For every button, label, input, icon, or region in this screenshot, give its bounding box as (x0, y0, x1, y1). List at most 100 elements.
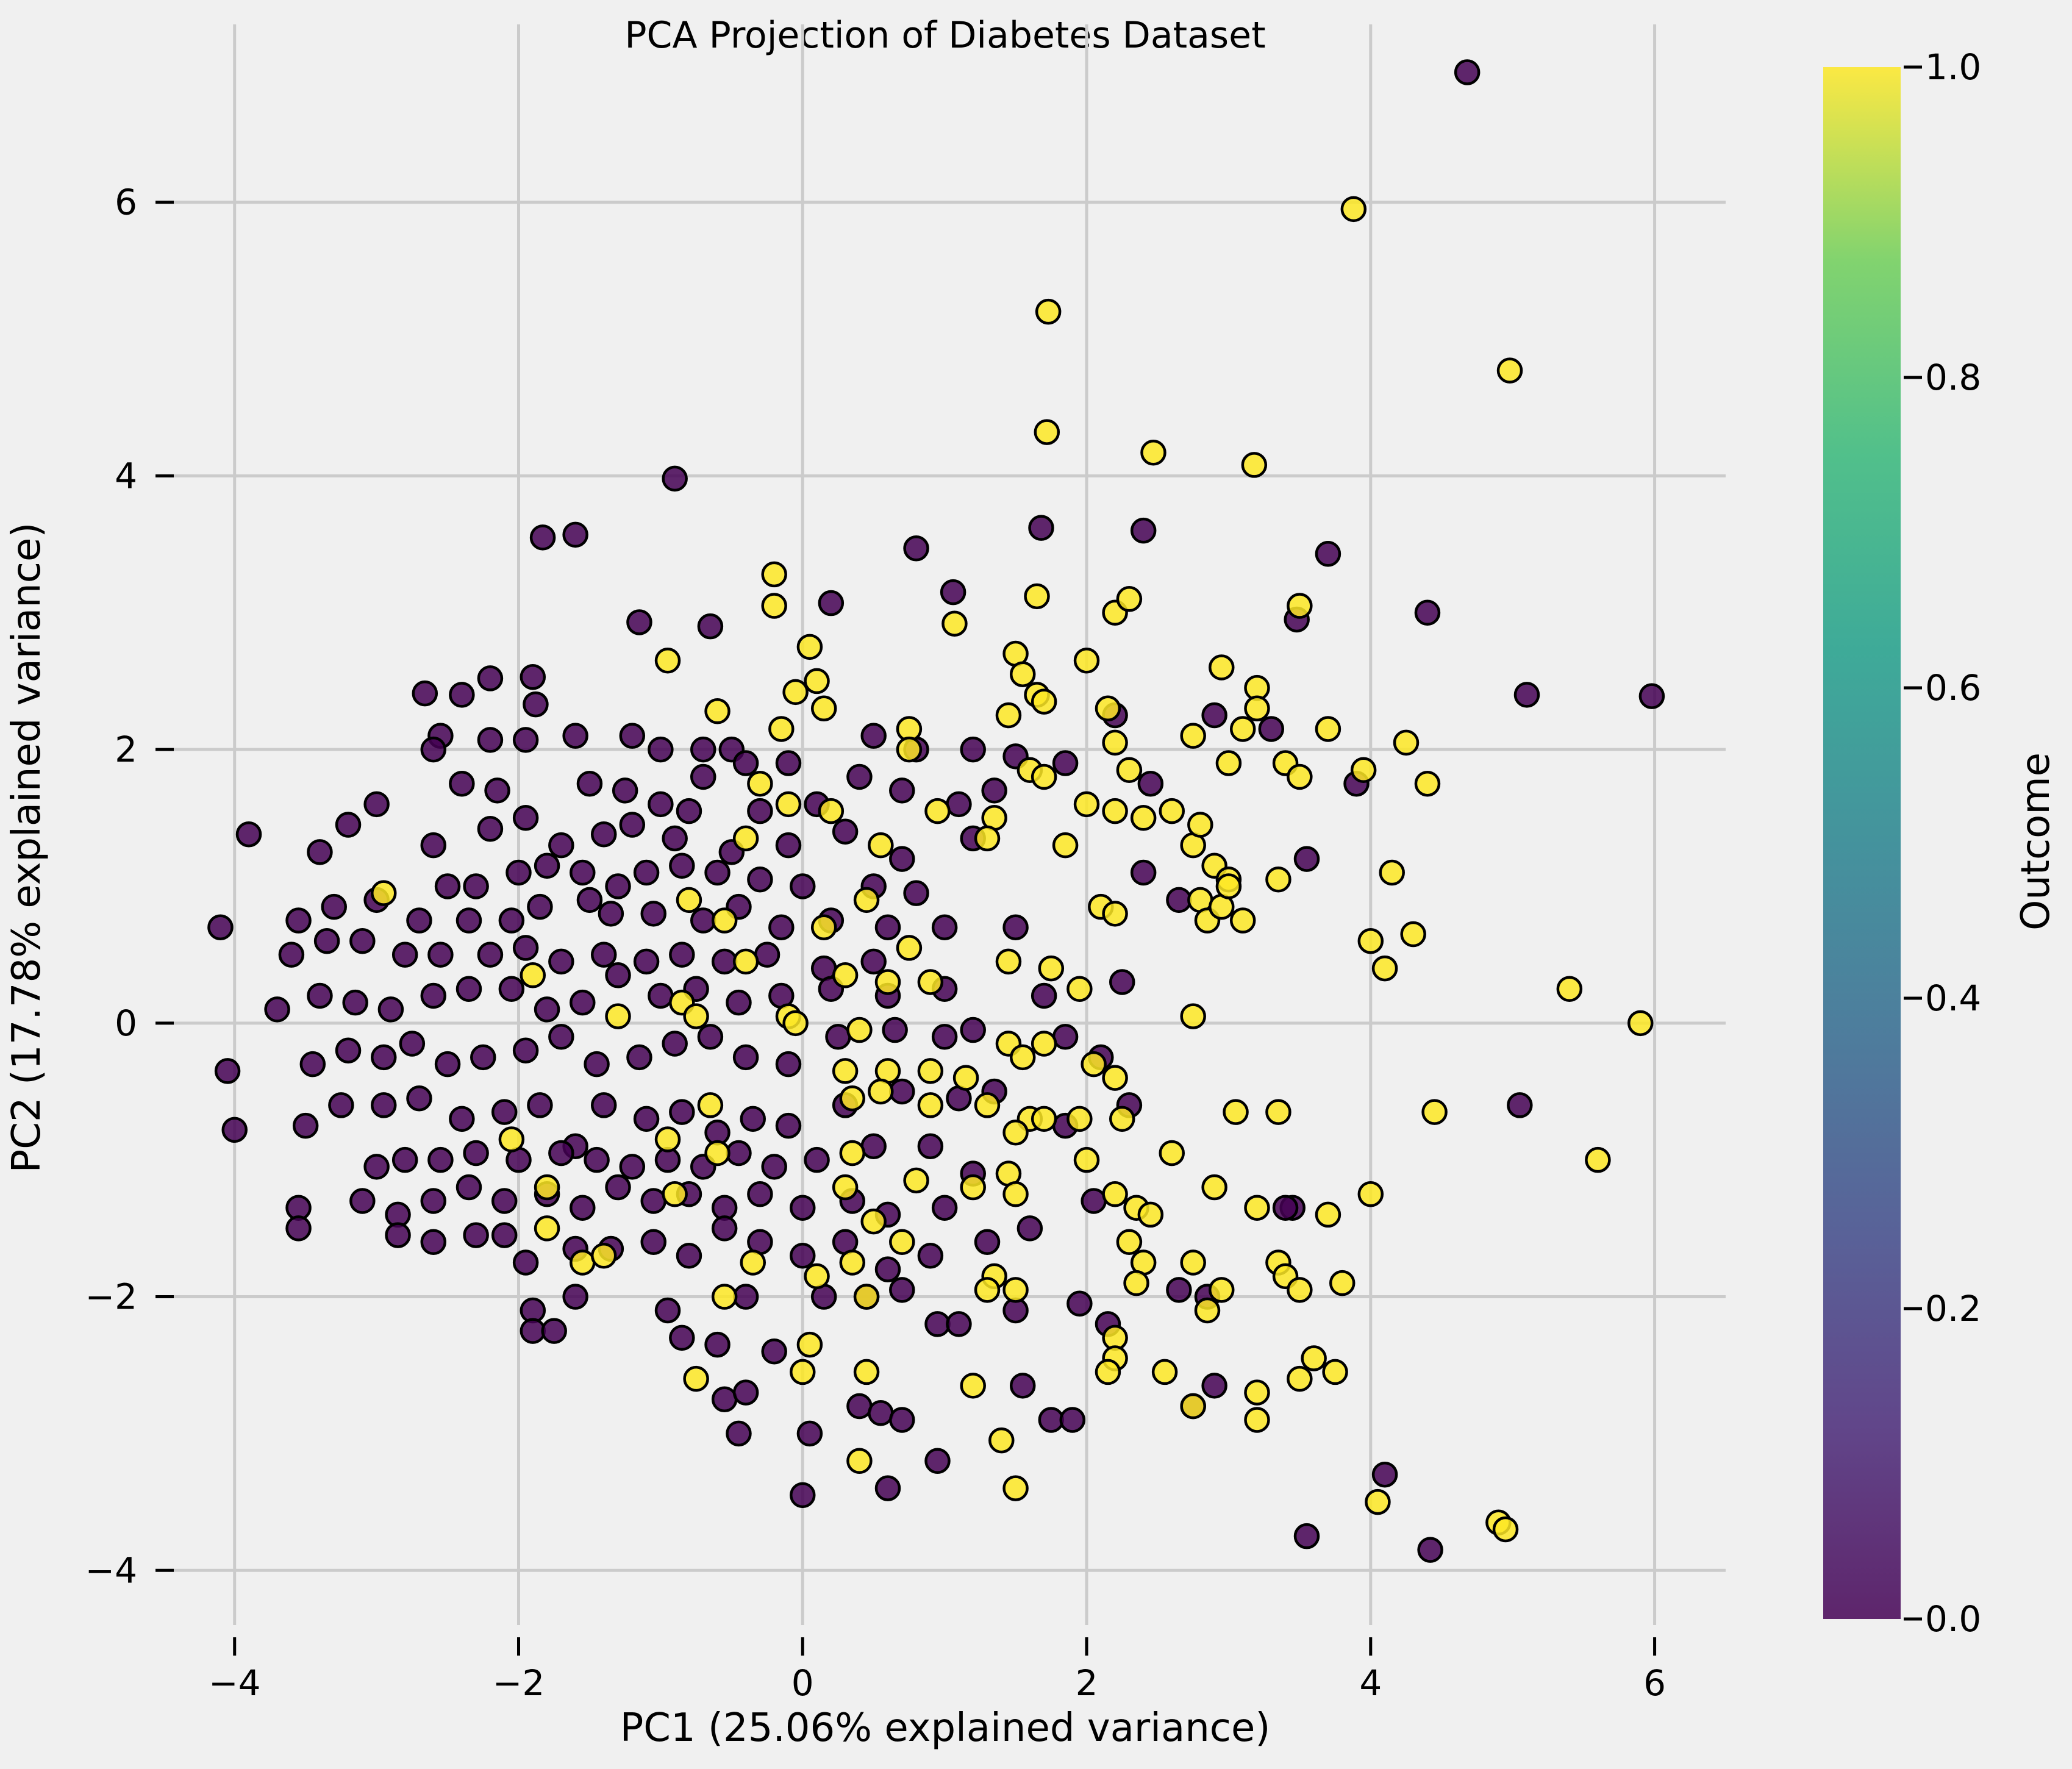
scatter-point-outcome-0 (371, 1092, 397, 1118)
scatter-point-outcome-1 (371, 880, 397, 906)
scatter-point-outcome-1 (1116, 586, 1143, 612)
scatter-point-outcome-0 (463, 873, 489, 899)
scatter-point-outcome-0 (1315, 541, 1341, 567)
scatter-point-outcome-0 (860, 948, 887, 975)
scatter-point-outcome-0 (399, 1031, 426, 1057)
scatter-point-outcome-0 (420, 832, 447, 859)
scatter-point-outcome-0 (477, 815, 504, 842)
scatter-point-outcome-1 (917, 969, 944, 995)
scatter-point-outcome-0 (697, 613, 724, 640)
scatter-point-outcome-0 (576, 770, 603, 797)
scatter-point-outcome-0 (676, 798, 702, 824)
scatter-point-outcome-0 (576, 887, 603, 913)
scatter-point-outcome-0 (654, 1297, 681, 1324)
scatter-point-outcome-1 (1265, 866, 1291, 893)
scatter-point-outcome-1 (1223, 1099, 1249, 1125)
x-axis-ticks: −4 −2 0 2 4 6 (209, 1637, 1666, 1704)
scatter-point-outcome-1 (1357, 1181, 1384, 1207)
scatter-point-outcome-0 (434, 1051, 461, 1077)
scatter-point-outcome-0 (612, 777, 638, 804)
scatter-point-outcome-0 (328, 1092, 354, 1118)
scatter-point-outcome-0 (470, 1044, 496, 1071)
scatter-point-outcome-1 (1265, 1099, 1291, 1125)
scatter-point-outcome-0 (406, 907, 432, 934)
scatter-point-outcome-0 (349, 927, 376, 954)
scatter-point-outcome-1 (1627, 1010, 1654, 1037)
scatter-point-outcome-1 (1209, 654, 1235, 681)
scatter-point-outcome-1 (747, 770, 773, 797)
scatter-point-outcome-0 (463, 1222, 489, 1248)
scatter-point-outcome-0 (775, 1112, 802, 1139)
x-tick-label: 0 (791, 1662, 814, 1704)
y-tick-label: 6 (115, 182, 137, 223)
scatter-point-outcome-1 (988, 1427, 1015, 1454)
scatter-point-outcome-0 (619, 723, 646, 749)
scatter-point-outcome-1 (941, 610, 968, 637)
scatter-point-outcome-1 (1137, 1201, 1164, 1228)
scatter-point-outcome-1 (1102, 798, 1128, 824)
scatter-point-outcome-1 (1066, 976, 1093, 1002)
scatter-point-outcome-0 (790, 1242, 816, 1269)
scatter-point-outcome-0 (690, 907, 716, 934)
colorbar: 0.0 0.2 0.4 0.6 0.8 1.0 Outcome (1823, 46, 2059, 1640)
scatter-point-outcome-0 (825, 1024, 851, 1050)
scatter-point-outcome-0 (1201, 1373, 1227, 1399)
scatter-point-outcome-0 (363, 791, 390, 818)
scatter-points (207, 59, 1665, 1563)
scatter-point-outcome-1 (1031, 763, 1057, 790)
scatter-point-outcome-1 (1002, 1120, 1029, 1146)
scatter-point-outcome-1 (1371, 955, 1398, 982)
scatter-point-outcome-0 (449, 1106, 475, 1132)
scatter-point-outcome-1 (1241, 452, 1268, 478)
scatter-point-outcome-1 (874, 969, 901, 995)
scatter-point-outcome-0 (1293, 1523, 1320, 1549)
chart-title: PCA Projection of Diabetes Dataset (624, 14, 1265, 57)
scatter-point-outcome-0 (590, 821, 617, 848)
scatter-point-outcome-0 (775, 1051, 802, 1077)
scatter-point-outcome-0 (584, 1146, 610, 1173)
scatter-point-outcome-0 (726, 1140, 752, 1167)
scatter-point-outcome-1 (1140, 439, 1166, 466)
x-tick-label: 4 (1359, 1662, 1382, 1704)
scatter-point-outcome-1 (832, 1174, 859, 1201)
scatter-point-outcome-0 (562, 521, 588, 548)
scatter-point-outcome-1 (534, 1215, 560, 1242)
scatter-point-outcome-0 (512, 1037, 539, 1063)
scatter-point-outcome-0 (662, 465, 688, 492)
scatter-point-outcome-0 (726, 989, 752, 1016)
scatter-point-outcome-1 (995, 702, 1022, 729)
scatter-point-outcome-0 (207, 914, 234, 941)
scatter-point-outcome-0 (732, 1284, 759, 1310)
scatter-point-outcome-0 (889, 777, 915, 804)
scatter-point-outcome-1 (1151, 1359, 1178, 1385)
scatter-point-outcome-0 (924, 1311, 951, 1337)
scatter-point-outcome-0 (1166, 887, 1192, 913)
scatter-point-outcome-0 (889, 846, 915, 872)
colorbar-tick-label: 0.2 (1925, 1288, 1981, 1329)
scatter-point-outcome-1 (768, 716, 795, 742)
scatter-point-outcome-0 (754, 942, 781, 968)
scatter-point-outcome-1 (1034, 419, 1060, 445)
scatter-point-outcome-1 (1159, 798, 1185, 824)
scatter-point-outcome-1 (853, 887, 880, 913)
x-tick-label: −4 (209, 1662, 261, 1704)
scatter-point-outcome-0 (307, 839, 333, 865)
scatter-point-outcome-1 (1585, 1146, 1611, 1173)
scatter-point-outcome-1 (711, 1284, 738, 1310)
scatter-point-outcome-1 (832, 1058, 859, 1084)
scatter-point-outcome-1 (761, 593, 787, 619)
scatter-point-outcome-0 (626, 609, 652, 635)
scatter-point-outcome-0 (711, 1215, 738, 1242)
scatter-point-outcome-0 (846, 763, 873, 790)
scatter-point-outcome-1 (1379, 859, 1405, 886)
scatter-point-outcome-1 (683, 1003, 709, 1029)
scatter-point-outcome-1 (839, 1140, 866, 1167)
x-tick-label: 6 (1643, 1662, 1666, 1704)
scatter-point-outcome-1 (1052, 832, 1079, 859)
scatter-point-outcome-0 (412, 680, 438, 707)
scatter-point-outcome-1 (790, 1359, 816, 1385)
scatter-point-outcome-0 (889, 1078, 915, 1105)
scatter-point-outcome-0 (1638, 683, 1665, 709)
scatter-point-outcome-0 (299, 1051, 326, 1077)
scatter-point-outcome-0 (1066, 1290, 1093, 1317)
